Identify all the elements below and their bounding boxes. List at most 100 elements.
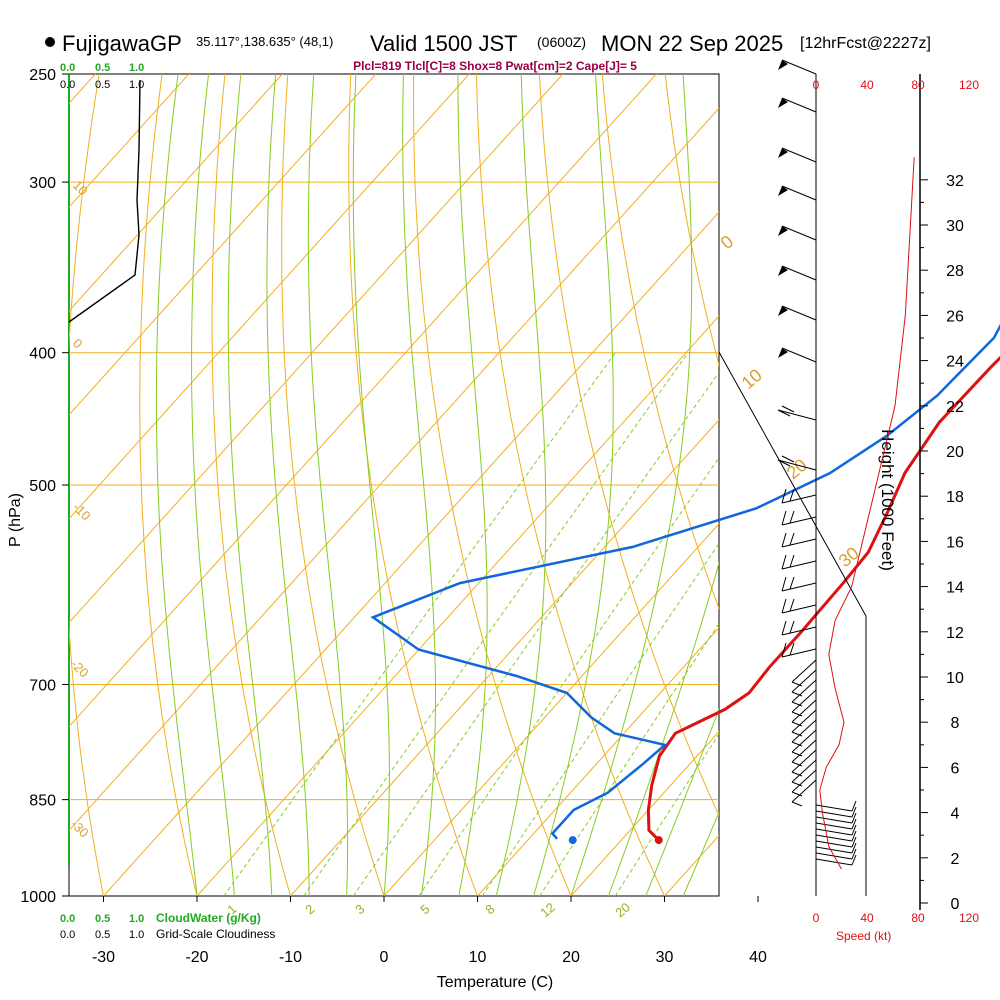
wind-barb xyxy=(791,779,817,807)
dry-adiabat-line xyxy=(664,74,719,367)
dry-adiabat-line xyxy=(281,74,385,896)
moist-adiabat-line xyxy=(227,74,273,896)
isotherm-line xyxy=(69,74,377,416)
wind-barb xyxy=(781,147,817,163)
mixing-ratio-line xyxy=(418,456,719,896)
wind-barb xyxy=(781,347,817,363)
height-tick-label: 28 xyxy=(946,263,964,280)
cloudwater-scale-bottom: 0.0 0.5 1.0 CloudWater (g/Kg) 0.0 0.5 1.… xyxy=(60,911,275,941)
mixing-ratio-line xyxy=(223,352,616,896)
wind-barb xyxy=(781,185,817,201)
temperature-axis: -30 -20 -10 0 10 20 30 40 xyxy=(92,896,767,966)
station-name: FujigawaGP xyxy=(62,31,182,56)
height-tick-label: 4 xyxy=(951,806,960,823)
temperature-line xyxy=(646,355,1000,842)
moist-adiabat-line xyxy=(533,74,614,896)
height-tick-label: 10 xyxy=(946,670,964,687)
isotherm-line xyxy=(69,107,719,832)
wind-barb xyxy=(781,532,817,548)
pressure-tick-label: 1000 xyxy=(20,889,56,906)
speed-tick: 80 xyxy=(911,78,925,92)
wind-barbs xyxy=(777,59,857,866)
mixing-ratio-line xyxy=(352,371,719,896)
y-axis-label: P (hPa) xyxy=(7,493,24,547)
temperature-tick-label: 20 xyxy=(562,949,580,966)
cloudiness-tick: 0.5 xyxy=(95,79,110,91)
speed-tick: 40 xyxy=(860,78,874,92)
speed-tick: 80 xyxy=(911,911,925,925)
moist-adiabat-line xyxy=(307,74,349,896)
profiles-layer xyxy=(370,323,1000,845)
dry-adiabat-line xyxy=(601,74,719,610)
dry-adiabat-line xyxy=(211,74,292,896)
wind-barb xyxy=(815,836,857,848)
dry-adiabat-line xyxy=(538,74,719,817)
wind-barb xyxy=(781,554,817,570)
dry-adiabat-line xyxy=(69,74,105,896)
cloudiness-label: Grid-Scale Cloudiness xyxy=(156,927,275,941)
moist-adiabat-line xyxy=(570,74,693,896)
isotherm-line xyxy=(570,730,719,896)
temperature-tick-label: 0 xyxy=(380,949,389,966)
wind-barb xyxy=(781,305,817,321)
cloudiness-tick: 0.5 xyxy=(95,929,110,941)
wind-barb xyxy=(781,97,817,113)
dry-adiabat-lines xyxy=(69,74,719,896)
isotherm-label: 0 xyxy=(70,336,86,352)
isotherm-line xyxy=(69,74,283,312)
cloudwater-tick: 0.5 xyxy=(95,913,110,925)
pressure-tick-label: 300 xyxy=(29,175,56,192)
dry-adiabat-label: 20 xyxy=(783,455,811,483)
isotherm-line xyxy=(69,74,470,520)
mixing-ratio-labels: 1 2 3 5 8 12 20 xyxy=(224,900,633,921)
wind-barb xyxy=(791,679,817,707)
wind-barb xyxy=(791,759,817,787)
wind-barb xyxy=(791,729,817,757)
cloudwater-tick: 1.0 xyxy=(129,62,144,74)
valid-time: Valid 1500 JST xyxy=(370,31,518,56)
wind-barb xyxy=(781,598,817,614)
mixing-ratio-line xyxy=(539,622,719,896)
wind-speed-line xyxy=(819,157,915,870)
temperature-tick-label: 30 xyxy=(656,949,674,966)
dry-adiabat-label: 0 xyxy=(717,231,738,253)
wind-barb xyxy=(781,59,817,75)
mixing-ratio-label: 20 xyxy=(612,900,633,921)
height-tick-label: 12 xyxy=(946,625,964,642)
mixing-ratio-line xyxy=(481,542,719,896)
dewpoint-line xyxy=(370,323,1000,840)
wind-barb-flag xyxy=(778,98,788,108)
height-tick-label: 24 xyxy=(946,354,964,371)
x-axis-label: Temperature (C) xyxy=(437,974,553,991)
pressure-tick-label: 850 xyxy=(29,793,56,810)
wind-barb xyxy=(815,830,857,842)
cloudiness-tick: 0.0 xyxy=(60,929,75,941)
speed-axis-top: 0 40 80 120 xyxy=(813,78,980,92)
speed-tick: 40 xyxy=(860,911,874,925)
wind-barb xyxy=(791,719,817,747)
valid-date: MON 22 Sep 2025 xyxy=(601,31,783,56)
moist-adiabat-line xyxy=(682,811,719,896)
cloudwater-label: CloudWater (g/Kg) xyxy=(156,911,261,925)
valid-zulu: (0600Z) xyxy=(537,34,586,50)
temperature-tick-label: 10 xyxy=(469,949,487,966)
isotherm-line xyxy=(196,315,719,896)
cloudiness-tick: 0.0 xyxy=(60,79,75,91)
isotherm-label: -30 xyxy=(68,817,92,841)
isotherm-line xyxy=(383,523,719,896)
dry-adiabat-line xyxy=(412,74,572,896)
wind-barb xyxy=(781,510,817,526)
wind-barb xyxy=(777,405,817,421)
height-tick-label: 6 xyxy=(951,760,960,777)
isotherm-line xyxy=(289,419,719,896)
cloudwater-tick: 0.0 xyxy=(60,913,75,925)
wind-barb xyxy=(791,659,817,687)
isotherm-line xyxy=(0,0,121,925)
dry-adiabat-line xyxy=(475,74,666,896)
height-tick-label: 32 xyxy=(946,173,964,190)
wind-barb xyxy=(781,576,817,592)
height-tick-label: 0 xyxy=(951,896,960,913)
wind-barb xyxy=(815,812,857,824)
mixing-ratio-line xyxy=(614,732,719,896)
